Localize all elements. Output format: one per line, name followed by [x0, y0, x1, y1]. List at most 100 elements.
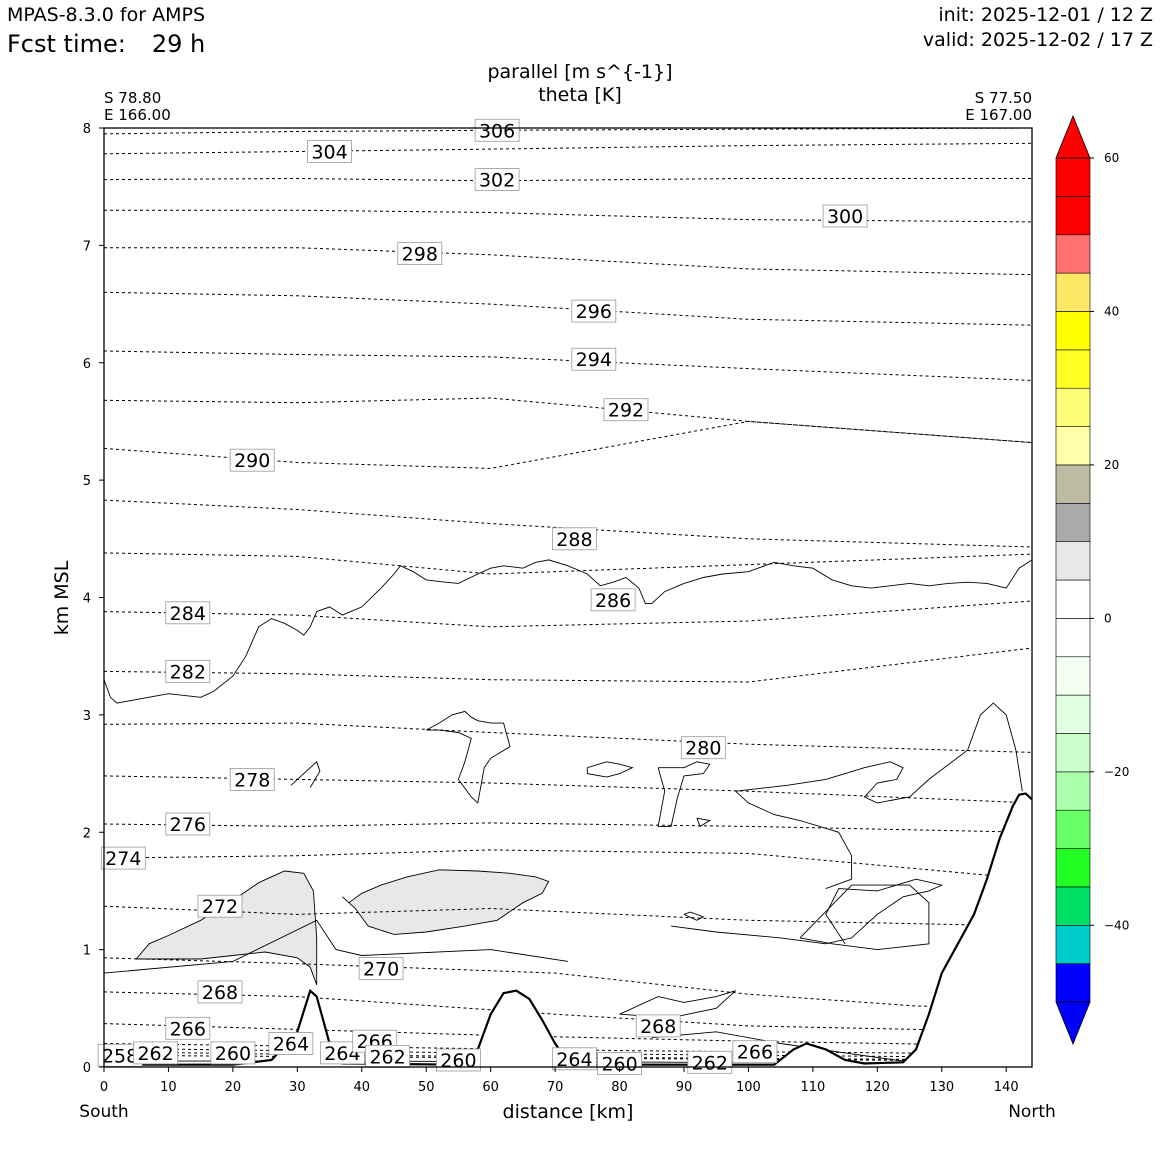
theta-label-box-7 [435, 1048, 481, 1072]
left-endpoint-lon: E 166.00 [104, 106, 171, 124]
model-title: MPAS-8.3.0 for AMPS [7, 4, 206, 26]
theta-label-box-16 [197, 894, 243, 918]
theta-label-260: 260 [440, 1050, 476, 1072]
theta-line-282 [104, 647, 1032, 683]
colorbar-tick-label-0: 0 [1104, 611, 1112, 625]
colorbar-bin-10 [1055, 579, 1091, 619]
wind-contour-6 [104, 919, 569, 974]
colorbar-bin-11 [1055, 541, 1091, 581]
theta-line-286 [104, 552, 1032, 575]
theta-label-box-21 [165, 660, 211, 683]
theta-line-306 [104, 128, 1032, 135]
theta-line-292 [104, 397, 1032, 444]
theta-label-box-32 [307, 140, 353, 163]
theta-label-box-2 [210, 1041, 256, 1065]
colorbar-bin-6 [1055, 733, 1091, 773]
theta-label-264: 264 [556, 1049, 592, 1071]
theta-line-274 [104, 849, 1032, 880]
theta-label-298: 298 [402, 244, 438, 266]
colorbar-tick-label--20: −20 [1104, 765, 1129, 779]
colorbar-bin-3 [1055, 848, 1091, 888]
theta-line-284 [104, 600, 1032, 628]
y-tick-label-8: 8 [83, 122, 91, 137]
colorbar-bin-4 [1055, 809, 1091, 849]
x-tick-label-100: 100 [736, 1080, 761, 1095]
theta-label-300: 300 [827, 206, 863, 228]
theta-label-box-19 [229, 768, 275, 791]
right-endpoint-lon: E 167.00 [965, 106, 1032, 124]
wind-contour-0 [104, 559, 1032, 704]
colorbar-bin-2 [1055, 886, 1091, 926]
valid-time: valid: 2025-12-02 / 17 Z [922, 29, 1153, 51]
theta-line-302 [104, 177, 1032, 182]
x-tick-label-0: 0 [100, 1080, 108, 1095]
init-time: init: 2025-12-01 / 12 Z [938, 4, 1153, 26]
forecast-time-label: Fcst time: [7, 30, 126, 58]
theta-line-304 [104, 142, 1032, 155]
x-tick-label-80: 80 [611, 1080, 628, 1095]
shaded-region-1 [342, 869, 550, 935]
wind-contour-3 [657, 761, 711, 827]
theta-label-290: 290 [234, 450, 270, 472]
theta-line-270 [104, 957, 1032, 1009]
theta-label-264: 264 [324, 1043, 360, 1065]
wind-contour-1 [425, 710, 511, 804]
theta-label-272: 272 [202, 896, 238, 918]
y-tick-label-7: 7 [83, 239, 91, 254]
colorbar-bin-7 [1055, 694, 1091, 734]
colorbar-bin-13 [1055, 464, 1091, 504]
x-tick-label-90: 90 [676, 1080, 693, 1095]
x-axis-label: distance [km] [503, 1101, 634, 1123]
colorbar-bin-16 [1055, 349, 1091, 389]
forecast-time: Fcst time: 29 h [7, 30, 205, 58]
theta-line-288 [104, 499, 1032, 548]
colorbar-tick-label-20: 20 [1104, 458, 1119, 472]
x-tick-label-140: 140 [994, 1080, 1019, 1095]
theta-label-box-29 [397, 242, 443, 266]
colorbar-tick-label--40: −40 [1104, 918, 1129, 932]
x-tick-label-10: 10 [160, 1080, 177, 1095]
wind-contour-8 [651, 1031, 904, 1062]
theta-label-274: 274 [105, 848, 141, 870]
colorbar-bin-14 [1055, 426, 1091, 466]
theta-label-280: 280 [685, 738, 721, 760]
theta-line-300 [104, 209, 1032, 223]
theta-label-304: 304 [311, 142, 347, 164]
north-label: North [1008, 1102, 1056, 1122]
theta-label-260: 260 [601, 1054, 637, 1076]
y-tick-label-4: 4 [83, 592, 91, 607]
x-tick-label-70: 70 [547, 1080, 564, 1095]
colorbar-bin-21 [1055, 157, 1091, 197]
theta-label-box-1 [133, 1041, 179, 1065]
wind-contour-11 [735, 702, 1023, 804]
theta-label-box-15 [358, 957, 404, 980]
theta-label-306: 306 [479, 120, 515, 142]
theta-label-302: 302 [479, 170, 515, 192]
y-tick-label-5: 5 [83, 474, 91, 489]
theta-label-282: 282 [170, 661, 206, 683]
wind-contour-2 [586, 761, 634, 778]
forecast-time-value: 29 h [151, 30, 206, 58]
colorbar-bin-9 [1055, 618, 1091, 658]
theta-label-262: 262 [692, 1052, 728, 1074]
theta-label-266: 266 [737, 1042, 773, 1064]
colorbar: 60 40 20 0 −20 −40 [1055, 114, 1129, 1046]
theta-label-box-12 [635, 1014, 681, 1038]
shaded-region-0 [135, 870, 318, 985]
colorbar-bin-15 [1055, 387, 1091, 427]
x-tick-label-120: 120 [865, 1080, 890, 1095]
theta-label-284: 284 [170, 603, 206, 625]
theta-label-box-28 [571, 299, 617, 323]
y-tick-label-6: 6 [83, 357, 91, 372]
colorbar-bin-8 [1055, 656, 1091, 696]
theta-label-box-33 [474, 118, 520, 142]
x-tick-label-50: 50 [418, 1080, 435, 1095]
colorbar-under-arrow [1055, 1001, 1091, 1046]
theta-label-box-26 [603, 398, 649, 422]
wind-contour-7 [619, 990, 736, 1019]
theta-line-294 [104, 350, 1032, 381]
y-tick-label-1: 1 [83, 944, 91, 959]
x-tick-label-40: 40 [354, 1080, 371, 1095]
right-endpoint-lat: S 77.50 [975, 89, 1032, 107]
